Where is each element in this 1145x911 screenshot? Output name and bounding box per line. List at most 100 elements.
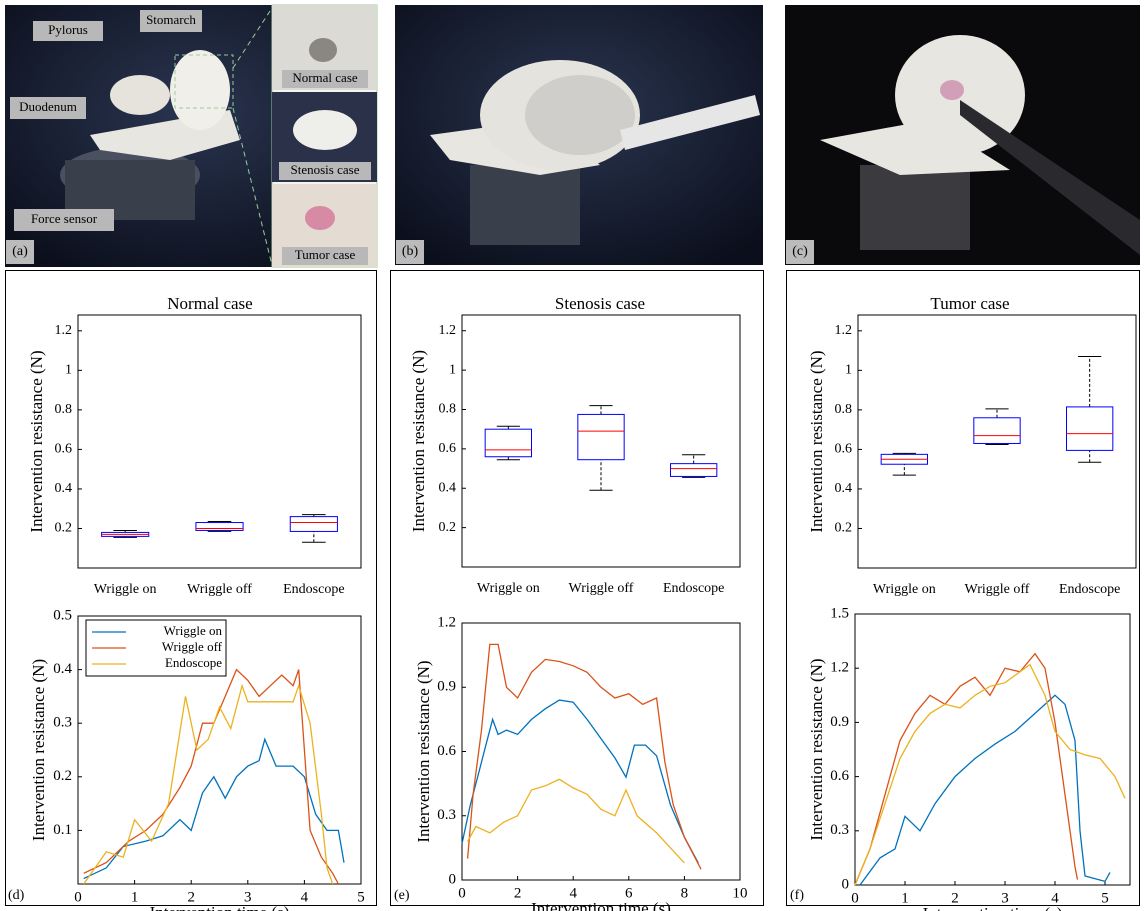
sensor-body <box>470 165 580 245</box>
photo-label: Pylorus <box>48 22 88 37</box>
x-tick-label: 3 <box>244 889 252 905</box>
model <box>820 120 1010 175</box>
zoom-line <box>232 7 273 69</box>
label-box <box>279 162 371 180</box>
x-axis-label: Intervention time (s) <box>150 903 290 911</box>
legend-label: Endoscope <box>165 655 222 670</box>
tag-box <box>396 240 424 264</box>
pylorus <box>110 75 170 115</box>
panel-label: (c) <box>792 244 808 259</box>
x-tick-label: 1 <box>131 889 139 905</box>
label-box <box>282 247 368 265</box>
panel-frame <box>5 270 377 906</box>
x-tick-label: Wriggle on <box>477 581 540 596</box>
y-tick-label: 1.2 <box>437 614 456 630</box>
tag-box <box>6 240 34 264</box>
x-tick-label: Wriggle off <box>965 582 1030 597</box>
y-tick-label: 1.2 <box>55 323 73 338</box>
y-tick-label: 1.2 <box>439 323 457 338</box>
series-line <box>466 643 702 870</box>
y-tick-label: 0.3 <box>437 807 456 823</box>
box <box>195 522 244 531</box>
y-tick-label: 0.6 <box>55 442 73 457</box>
label-box <box>14 209 114 231</box>
y-tick-label: 1 <box>449 362 456 377</box>
endoscope <box>620 95 760 150</box>
x-tick-label: 6 <box>625 885 633 901</box>
panel-label: (a) <box>12 244 28 259</box>
y-axis-label: Intervention resistance (N) <box>807 658 826 840</box>
x-tick-label: 0 <box>851 890 859 906</box>
box <box>1066 406 1114 451</box>
series-line <box>83 668 339 885</box>
plot-area <box>857 314 1137 569</box>
y-tick-label: 0.2 <box>835 521 853 536</box>
tumor <box>305 206 335 230</box>
label-box <box>282 70 368 88</box>
y-tick-label: 0.4 <box>55 481 73 496</box>
y-tick-label: 1 <box>65 363 72 378</box>
y-tick-label: 0.9 <box>437 679 456 695</box>
x-tick-label: 2 <box>187 889 195 905</box>
series-line <box>854 652 1079 886</box>
photo-label: Stomarch <box>146 12 196 27</box>
y-tick-label: 1.2 <box>835 323 853 338</box>
chart-title: Normal case <box>167 294 252 313</box>
panel-label: (f) <box>790 888 804 903</box>
x-tick-label: 5 <box>357 889 365 905</box>
x-tick-label: Endoscope <box>1059 582 1120 597</box>
x-tick-label: 2 <box>514 885 522 901</box>
series-line <box>467 778 685 864</box>
tag-box <box>786 240 814 264</box>
panel-label: (e) <box>394 888 410 903</box>
hole <box>309 38 337 62</box>
photo-label: Tumor case <box>295 247 356 262</box>
y-tick-label: 0 <box>449 871 457 887</box>
zoom-box <box>174 54 234 109</box>
y-tick-label: 0.4 <box>439 480 457 495</box>
label-box <box>10 97 86 119</box>
photo-label: Normal case <box>292 70 358 85</box>
y-axis-label: Intervention resistance (N) <box>409 350 428 532</box>
chart-title: Stenosis case <box>555 294 645 313</box>
plot-area <box>461 622 741 881</box>
box <box>484 428 532 458</box>
photo-label: Stenosis case <box>291 162 360 177</box>
y-tick-label: 0.6 <box>439 441 457 456</box>
endoscope <box>960 100 1140 255</box>
x-tick-label: 5 <box>1101 890 1109 906</box>
y-tick-label: 0.3 <box>830 822 849 838</box>
panel-frame <box>390 270 764 906</box>
x-axis-label: Intervention time (s) <box>531 899 671 911</box>
series-line <box>83 683 334 885</box>
plot-area <box>854 613 1131 886</box>
x-tick-label: Wriggle off <box>569 581 634 596</box>
photo-label: Force sensor <box>31 211 98 226</box>
series-line <box>859 694 1111 886</box>
x-tick-label: 1 <box>901 890 909 906</box>
x-tick-label: 0 <box>458 885 466 901</box>
x-tick-label: 2 <box>951 890 959 906</box>
legend-label: Wriggle on <box>164 623 223 638</box>
y-axis-label: Intervention resistance (N) <box>29 659 48 841</box>
stenosis-model <box>293 110 357 150</box>
y-axis-label: Intervention resistance (N) <box>27 350 46 532</box>
series-line <box>854 663 1126 886</box>
x-tick-label: 4 <box>301 889 309 905</box>
y-tick-label: 0.2 <box>439 520 457 535</box>
y-tick-label: 1.2 <box>830 660 849 676</box>
y-tick-label: 1 <box>845 363 852 378</box>
y-tick-label: 0.8 <box>835 402 853 417</box>
panel-frame <box>786 270 1140 906</box>
plot-area <box>461 314 741 568</box>
y-tick-label: 0.2 <box>53 768 72 784</box>
photo-label: Duodenum <box>19 99 77 114</box>
x-tick-label: 3 <box>1001 890 1009 906</box>
y-tick-label: 0 <box>842 876 850 892</box>
y-tick-label: 0.5 <box>53 607 72 623</box>
stomach-inner <box>525 75 635 155</box>
label-box <box>140 10 202 32</box>
chart-title: Tumor case <box>930 294 1009 313</box>
